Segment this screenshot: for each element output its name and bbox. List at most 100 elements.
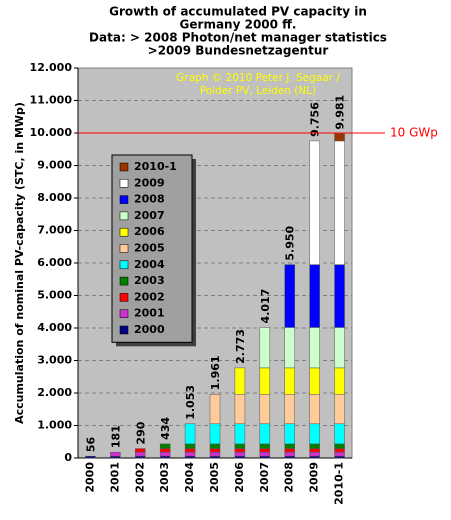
total-label: 5.950 bbox=[284, 225, 297, 260]
bar-segment bbox=[259, 327, 271, 369]
bar-segment bbox=[259, 455, 271, 459]
chart-title: Germany 2000 ff. bbox=[180, 18, 297, 32]
bar-segment bbox=[309, 367, 320, 395]
bar-segment bbox=[234, 394, 246, 425]
bar-segment bbox=[284, 367, 295, 395]
bar-segment bbox=[334, 451, 345, 457]
legend-swatch bbox=[119, 244, 129, 253]
y-tick-label: 6.000 bbox=[37, 256, 72, 269]
bar-segment bbox=[259, 394, 271, 425]
bar-segment bbox=[309, 140, 320, 265]
bar-segment bbox=[159, 443, 171, 449]
legend-swatch bbox=[119, 211, 129, 221]
legend-swatch bbox=[119, 195, 129, 204]
y-tick-label: 8.000 bbox=[37, 191, 72, 204]
legend-label: 2008 bbox=[134, 193, 165, 206]
chart-title: Growth of accumulated PV capacity in bbox=[109, 5, 367, 19]
bar-segment bbox=[309, 455, 320, 459]
legend-swatch bbox=[119, 179, 129, 188]
bar-segment bbox=[159, 455, 171, 459]
x-tick-label: 2010-1 bbox=[333, 462, 346, 505]
bar-segment bbox=[209, 448, 221, 453]
legend-swatch bbox=[119, 276, 129, 286]
y-axis-label: Accumulation of nominal PV-capacity (STC… bbox=[13, 102, 26, 424]
x-tick-label: 2007 bbox=[258, 462, 271, 493]
legend-swatch bbox=[119, 309, 129, 318]
bar-segment bbox=[334, 455, 345, 459]
bar-segment bbox=[284, 448, 295, 453]
total-label: 1.961 bbox=[209, 355, 222, 390]
bar-segment bbox=[334, 423, 345, 445]
bar-segment bbox=[334, 448, 345, 453]
legend-swatch bbox=[119, 162, 129, 172]
x-tick-label: 2005 bbox=[208, 462, 221, 493]
bar-segment bbox=[209, 423, 221, 445]
bar-segment bbox=[334, 264, 345, 328]
legend-label: 2003 bbox=[134, 274, 165, 287]
bar-segment bbox=[159, 448, 171, 453]
bar-segment bbox=[284, 455, 295, 459]
legend-label: 2002 bbox=[134, 290, 165, 303]
bar-segment bbox=[234, 455, 246, 459]
bar-segment bbox=[259, 443, 271, 449]
legend-swatch bbox=[119, 293, 129, 302]
bar-segment bbox=[309, 327, 320, 369]
y-tick-label: 7.000 bbox=[37, 224, 72, 237]
bar-segment bbox=[284, 394, 295, 425]
bar-segment bbox=[110, 455, 121, 459]
total-label: 9.756 bbox=[309, 102, 322, 137]
legend-label: 2010-1 bbox=[134, 160, 177, 173]
bar-segment bbox=[259, 423, 271, 445]
annotation: Graph © 2010 Peter J. Segaar / bbox=[176, 72, 340, 84]
total-label: 4.017 bbox=[259, 289, 272, 324]
legend-swatch bbox=[119, 260, 129, 270]
x-tick-label: 2006 bbox=[233, 462, 246, 493]
y-tick-label: 11.000 bbox=[30, 94, 73, 107]
bar-segment bbox=[309, 443, 320, 449]
legend-label: 2007 bbox=[134, 209, 165, 222]
bar-segment bbox=[334, 367, 345, 395]
total-label: 9.981 bbox=[334, 95, 347, 130]
bar-segment bbox=[334, 133, 345, 142]
bar-segment bbox=[309, 423, 320, 445]
bar-segment bbox=[209, 455, 221, 459]
y-tick-label: 5.000 bbox=[37, 289, 72, 302]
bar-segment bbox=[259, 367, 271, 395]
legend-label: 2001 bbox=[134, 307, 165, 320]
bar-segment bbox=[284, 451, 295, 457]
y-tick-label: 0 bbox=[64, 451, 72, 464]
x-tick-label: 2003 bbox=[158, 462, 171, 493]
y-tick-label: 1.000 bbox=[37, 419, 72, 432]
bar-segment bbox=[334, 140, 345, 265]
bar-segment bbox=[159, 451, 171, 457]
bar-segment bbox=[309, 394, 320, 425]
legend-swatch bbox=[119, 227, 129, 237]
bar-segment bbox=[209, 443, 221, 449]
legend-label: 2009 bbox=[134, 176, 165, 189]
bar-segment bbox=[284, 327, 295, 369]
bar-segment bbox=[234, 451, 246, 457]
chart-title: >2009 Bundesnetzagentur bbox=[148, 44, 329, 58]
x-tick-label: 2009 bbox=[308, 462, 321, 493]
bar-segment bbox=[135, 448, 146, 453]
bar-segment bbox=[309, 264, 320, 328]
total-label: 181 bbox=[109, 425, 122, 448]
y-tick-label: 2.000 bbox=[37, 386, 72, 399]
total-label: 434 bbox=[159, 417, 172, 440]
total-label: 290 bbox=[134, 421, 147, 444]
x-tick-label: 2000 bbox=[83, 462, 96, 493]
bar-segment bbox=[209, 451, 221, 457]
bar-segment bbox=[184, 451, 196, 457]
bar-segment bbox=[334, 394, 345, 425]
legend-swatch bbox=[119, 325, 129, 335]
bar-segment bbox=[284, 423, 295, 445]
bar-segment bbox=[334, 327, 345, 369]
bar-segment bbox=[284, 443, 295, 449]
annotation: Polder PV, Leiden (NL) bbox=[200, 85, 316, 97]
y-tick-label: 9.000 bbox=[37, 159, 72, 172]
x-tick-label: 2002 bbox=[133, 462, 146, 493]
legend-label: 2006 bbox=[134, 225, 165, 238]
bar-segment bbox=[184, 423, 196, 445]
x-tick-label: 2004 bbox=[183, 462, 196, 493]
